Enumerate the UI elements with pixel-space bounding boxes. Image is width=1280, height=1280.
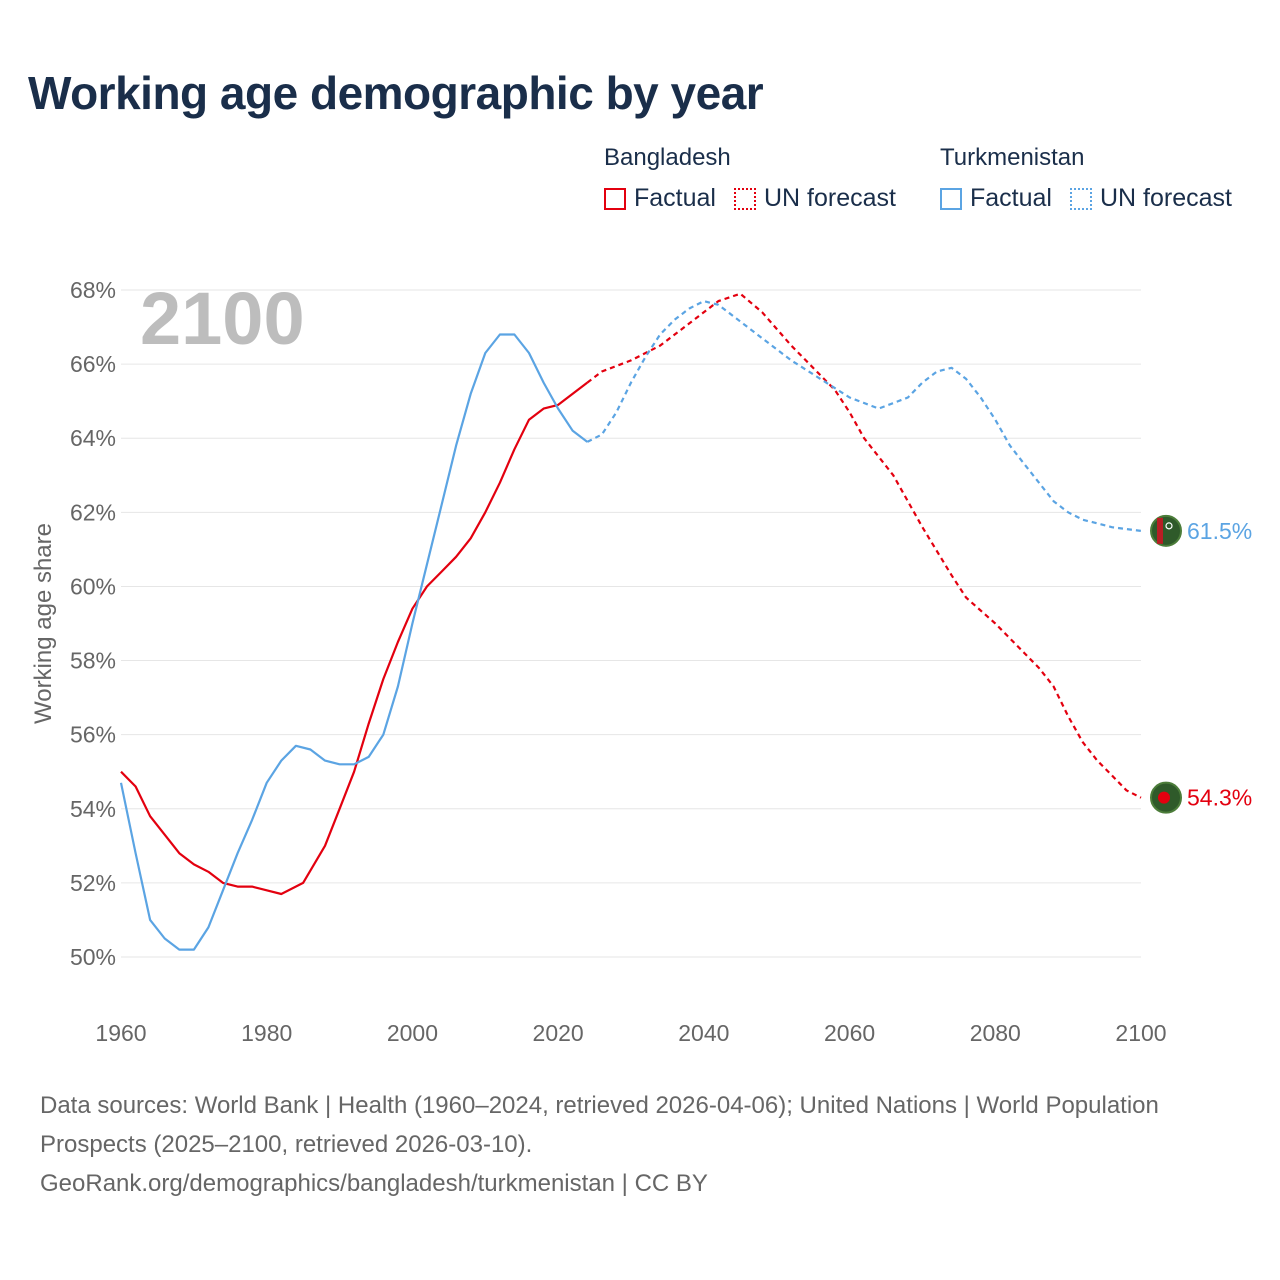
series-line-turkmenistan-factual xyxy=(119,333,588,951)
legend-country-turkmenistan: Turkmenistan xyxy=(940,144,1085,171)
x-tick-label: 2020 xyxy=(533,1020,584,1046)
x-tick-label: 2080 xyxy=(970,1020,1021,1046)
bangladesh-end-value-label: 54.3% xyxy=(1187,785,1252,811)
legend-group-turkmenistan: Turkmenistan Factual UN forecast xyxy=(940,144,1250,213)
x-tick-label: 2040 xyxy=(678,1020,729,1046)
turkmenistan-flag-stripe xyxy=(1157,517,1163,544)
legend-swatch-bangladesh-forecast xyxy=(733,187,756,210)
x-tick-label: 1960 xyxy=(95,1020,146,1046)
legend-item-bangladesh-forecast[interactable]: UN forecast xyxy=(733,184,896,213)
y-tick-label: 64% xyxy=(70,425,116,451)
data-source-note: Data sources: World Bank | Health (1960–… xyxy=(40,1086,1190,1203)
y-tick-label: 56% xyxy=(70,722,116,748)
y-tick-label: 58% xyxy=(70,648,116,674)
y-tick-label: 60% xyxy=(70,573,116,599)
turkmenistan-flag-crescent xyxy=(1165,522,1173,530)
legend-label-turkmenistan-factual: Factual xyxy=(970,184,1052,212)
x-tick-label: 2060 xyxy=(824,1020,875,1046)
x-tick-label: 2000 xyxy=(387,1020,438,1046)
y-tick-label: 62% xyxy=(70,499,116,525)
y-tick-label: 68% xyxy=(70,277,116,303)
y-tick-label: 52% xyxy=(70,870,116,896)
legend-item-turkmenistan-forecast[interactable]: UN forecast xyxy=(1069,184,1232,213)
line-chart: 50% 52% 54% 56% 58% 60% 62% 64% 66% 68% 1960 1980 20… xyxy=(30,277,1252,1046)
legend-label-bangladesh-forecast: UN forecast xyxy=(763,184,896,212)
chart-title: Working age demographic by year xyxy=(28,67,764,119)
turkmenistan-flag-icon xyxy=(1150,514,1182,547)
legend-swatch-bangladesh-factual xyxy=(604,187,626,210)
y-axis-label: Working age share xyxy=(30,523,57,724)
turkmenistan-end-value-label: 61.5% xyxy=(1187,518,1252,544)
series-line-bangladesh-forecast xyxy=(586,292,1142,799)
x-tick-label: 2100 xyxy=(1115,1020,1166,1046)
series-line-turkmenistan-forecast xyxy=(586,300,1142,532)
year-indicator: 2100 xyxy=(140,277,305,360)
legend-item-turkmenistan-factual[interactable]: Factual xyxy=(940,184,1052,213)
legend-swatch-turkmenistan-forecast xyxy=(1069,187,1092,210)
legend-label-bangladesh-factual: Factual xyxy=(634,184,716,212)
legend-item-bangladesh-factual[interactable]: Factual xyxy=(604,184,716,213)
y-tick-label: 50% xyxy=(70,944,116,970)
legend-label-turkmenistan-forecast: UN forecast xyxy=(1099,184,1232,212)
legend-group-bangladesh: Bangladesh Factual UN forecast xyxy=(604,144,914,213)
bangladesh-flag-disc xyxy=(1158,791,1170,804)
y-tick-label: 54% xyxy=(70,796,116,822)
source-line-2: GeoRank.org/demographics/bangladesh/turk… xyxy=(40,1170,708,1197)
legend-swatch-turkmenistan-factual xyxy=(940,187,962,210)
series-line-bangladesh-factual xyxy=(120,381,588,896)
source-line-1: Data sources: World Bank | Health (1960–… xyxy=(40,1092,1159,1158)
y-tick-label: 66% xyxy=(70,351,116,377)
x-tick-label: 1980 xyxy=(241,1020,292,1046)
legend-country-bangladesh: Bangladesh xyxy=(604,144,731,171)
